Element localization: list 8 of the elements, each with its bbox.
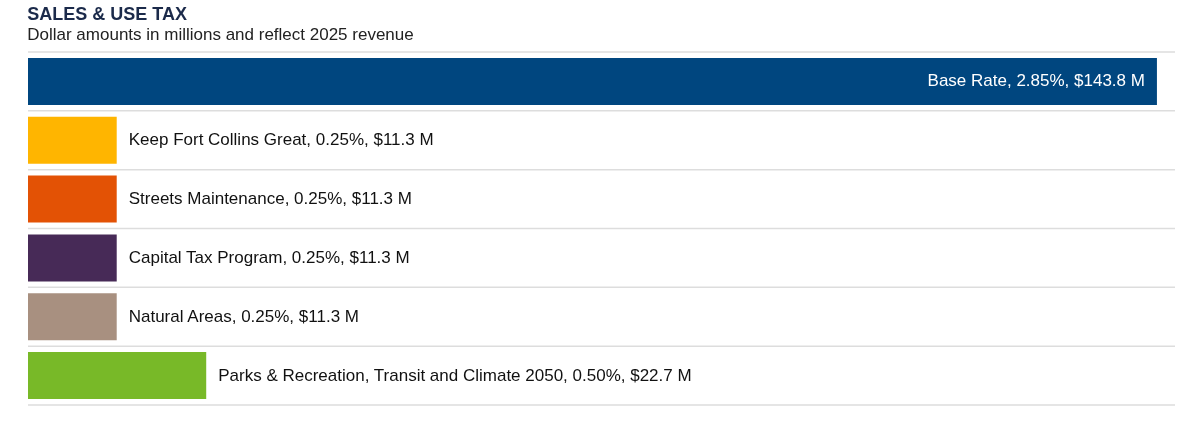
data-label: Streets Maintenance, 0.25%, $11.3 M [128,189,412,209]
chart-title: SALES & USE TAX [27,4,187,25]
data-label: Parks & Recreation, Transit and Climate 2050, 0.50%, $22.7 M [218,365,692,385]
data-label: Keep Fort Collins Great, 0.25%, $11.3 M [128,130,434,150]
data-label: Natural Areas, 0.25%, $11.3 M [128,306,359,326]
data-label: Base Rate, 2.85%, $143.8 M [927,71,1145,91]
chart-subtitle: Dollar amounts in millions and reflect 2025 revenue [27,25,414,45]
data-label: Capital Tax Program, 0.25%, $11.3 M [128,247,410,267]
